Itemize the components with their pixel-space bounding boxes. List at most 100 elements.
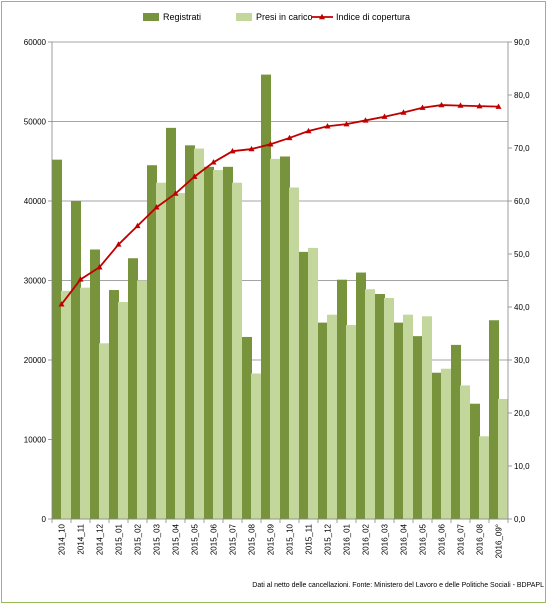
x-tick-label: 2016_08 [476,523,485,555]
bar-registrati-2016-04 [394,322,404,519]
legend-swatch-presi-in-carico [236,13,252,21]
bar-presi-in-carico-2015-12 [327,314,337,519]
x-tick-label: 2016_02 [362,523,371,555]
left-tick-label: 0 [42,515,47,524]
marker-2015-09 [267,141,274,147]
marker-2015-07 [229,147,236,154]
marker-2016-01 [343,120,350,127]
right-tick-label: 50,0 [514,250,530,259]
marker-2015-06 [210,159,217,165]
bar-presi-in-carico-2016-01 [346,325,356,519]
bar-registrati-2016-07 [451,344,461,519]
bar-registrati-2015-11 [299,251,309,519]
axes [48,41,512,523]
bar-registrati-2015-10 [280,156,290,520]
x-tick-label: 2015_02 [134,523,143,555]
marker-2014-12 [96,264,103,270]
marker-2016-04 [400,109,407,115]
x-tick-label: 2015_01 [115,523,124,555]
bar-presi-in-carico-2014-12 [99,343,109,519]
bar-presi-in-carico-2016-07 [460,385,470,519]
legend-label-presi-in-carico: Presi in carico [256,12,313,22]
marker-2016-06 [438,101,445,108]
left-tick-label: 40000 [24,197,47,206]
marker-2015-12 [324,123,331,129]
right-tick-label: 20,0 [514,409,530,418]
right-tick-label: 80,0 [514,91,530,100]
left-tick-label: 20000 [24,356,47,365]
right-tick-label: 30,0 [514,356,530,365]
x-tick-label: 2014_10 [58,523,67,555]
bar-presi-in-carico-2015-10 [289,187,299,520]
x-tick-label: 2015_06 [210,523,219,555]
line-indice-di-copertura [60,104,499,305]
bar-presi-in-carico-2015-01 [118,301,128,519]
marker-2015-02 [134,222,141,229]
bar-registrati-2016-06 [432,372,442,519]
x-tick-label: 2015_12 [324,523,333,555]
right-tick-label: 60,0 [514,197,530,206]
bar-registrati-2016-01 [337,279,347,519]
bar-presi-in-carico-2016-03 [384,297,394,519]
right-tick-label: 40,0 [514,303,530,312]
bar-registrati-2015-02 [128,258,138,519]
x-tick-label: 2015_11 [305,523,314,554]
x-tick-label: 2014_11 [77,523,86,554]
x-tick-label: 2016_05 [419,523,428,555]
marker-2016-03 [381,113,388,119]
bar-presi-in-carico-2015-08 [251,373,261,519]
x-tick-label: 2015_05 [191,523,200,555]
bar-presi-in-carico-2016-09 [498,398,508,519]
legend: Registrati Presi in carico Indice di coper… [143,12,410,22]
bar-registrati-2016-03 [375,294,385,519]
legend-label-registrati: Registrati [163,12,201,22]
x-tick-label: 2015_10 [286,523,295,555]
legend-marker [319,13,325,20]
bar-presi-in-carico-2015-06 [213,169,223,519]
bar-presi-in-carico-2015-03 [156,182,166,519]
x-tick-label: 2015_04 [172,523,181,555]
bar-presi-in-carico-2015-04 [175,193,185,520]
bar-presi-in-carico-2014-11 [80,287,90,519]
bar-registrati-2015-01 [109,290,119,519]
right-tick-label: 0,0 [514,515,526,524]
marker-2016-09 [495,103,502,109]
marker-2016-07 [457,102,464,108]
marker-2014-11 [77,276,84,282]
bar-registrati-2016-09 [489,320,499,519]
x-tick-label: 2016_09° [495,524,504,558]
right-tick-label: 70,0 [514,144,530,153]
x-tick-label: 2015_08 [248,523,257,555]
marker-2016-05 [419,104,426,110]
x-tick-label: 2016_07 [457,523,466,555]
footnote: Dati al netto delle cancellazioni. Fonte… [252,582,544,589]
bar-registrati-2015-09 [261,74,271,519]
bar-registrati-2015-07 [223,166,233,519]
bar-registrati-2015-08 [242,336,252,519]
x-tick-label: 2015_03 [153,523,162,555]
marker-2015-10 [286,134,293,141]
bar-registrati-2015-06 [204,166,214,519]
x-tick-label: 2014_12 [96,523,105,555]
bar-presi-in-carico-2015-11 [308,247,318,519]
x-tick-label: 2015_09 [267,523,276,555]
bar-presi-in-carico-2016-02 [365,289,375,519]
bar-presi-in-carico-2015-09 [270,158,280,520]
bar-presi-in-carico-2016-05 [422,316,432,519]
x-tick-label: 2016_04 [400,523,409,555]
marker-2015-05 [191,173,198,179]
x-tick-label: 2016_03 [381,523,390,555]
bar-presi-in-carico-2016-08 [479,436,489,519]
bar-registrati-2016-02 [356,272,366,519]
marker-2014-10 [58,301,65,307]
marker-2015-01 [115,241,122,247]
right-tick-label: 90,0 [514,38,530,47]
legend-label-indice-di-copertura: Indice di copertura [336,12,410,22]
x-tick-label: 2016_06 [438,523,447,555]
left-tick-label: 30000 [24,277,47,286]
x-tick-label: 2015_07 [229,523,238,555]
bar-registrati-2015-05 [185,145,195,519]
bar-registrati-2016-08 [470,403,480,519]
bar-presi-in-carico-2015-05 [194,148,204,519]
